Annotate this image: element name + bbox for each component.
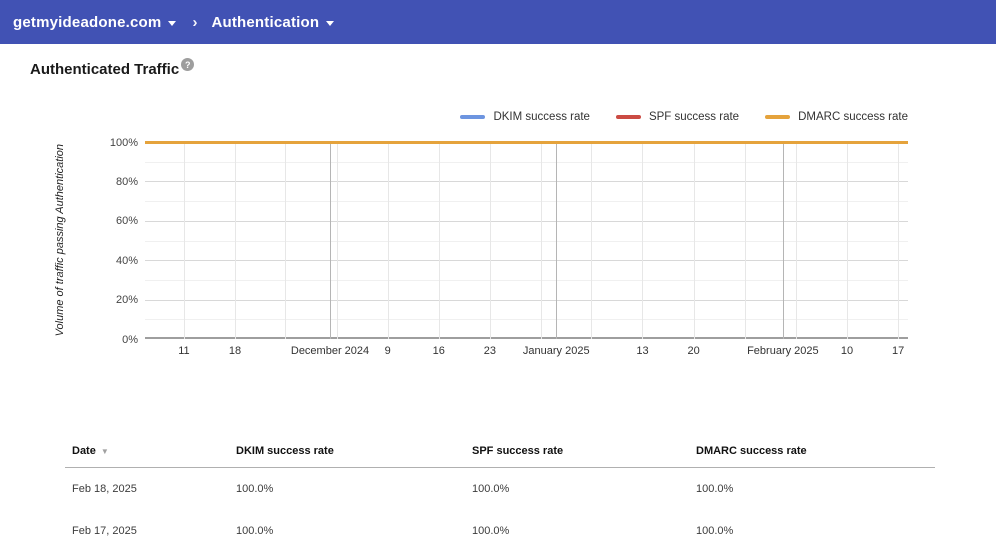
table-header: Date ▼ DKIM success rate SPF success rate DM… (65, 436, 935, 468)
legend-item: DMARC success rate (765, 111, 908, 123)
major-gridline-h (145, 260, 908, 262)
x-tick-label: 18 (228, 345, 242, 357)
column-header-date[interactable]: Date ▼ (72, 445, 236, 457)
weekly-gridline-v (693, 142, 695, 339)
column-header-spf: SPF success rate (472, 445, 696, 457)
data-table: Date ▼ DKIM success rate SPF success rate DM… (65, 436, 935, 550)
series-line-dmarc (145, 140, 908, 144)
x-tick-label: 9 (384, 345, 391, 357)
weekly-gridline-v (235, 142, 237, 339)
minor-gridline-h (145, 201, 908, 203)
minor-gridline-h (145, 161, 908, 163)
table-cell-date: Feb 17, 2025 (72, 525, 137, 537)
table-body: Feb 18, 2025 100.0% 100.0% 100.0% Feb 17, 20… (65, 468, 935, 550)
plot-area (145, 140, 908, 339)
major-gridline-h (145, 181, 908, 183)
column-header-dkim: DKIM success rate (236, 445, 472, 457)
y-tick-label: 60% (115, 215, 138, 228)
y-axis-labels: 100% 80% 60% 40% 20% 0% (0, 137, 138, 346)
weekly-gridline-v (387, 142, 389, 339)
table-cell-value: 100.0% (236, 525, 274, 537)
minor-gridline-h (145, 240, 908, 242)
table-cell-value: 100.0% (472, 525, 510, 537)
column-header-label: SPF success rate (472, 445, 564, 457)
major-gridline-h (145, 299, 908, 301)
weekly-gridline-v (336, 142, 338, 339)
section-selector-label: Authentication (211, 13, 320, 31)
table-cell-date: Feb 18, 2025 (72, 483, 137, 495)
table-cell-value: 100.0% (696, 483, 734, 495)
table-cell-value: 100.0% (236, 483, 274, 495)
x-tick-label: 11 (178, 345, 190, 357)
table-cell-value: 100.0% (472, 483, 510, 495)
breadcrumb-chevron-icon: › (192, 13, 198, 31)
y-tick-label: 0% (122, 333, 138, 346)
x-tick-label: December 2024 (290, 345, 370, 357)
major-gridline-h (145, 220, 908, 222)
weekly-gridline-v (591, 142, 593, 339)
legend-swatch (765, 115, 791, 119)
weekly-gridline-v (540, 142, 542, 339)
x-tick-label: 20 (687, 345, 700, 357)
dropdown-caret-icon (326, 20, 335, 26)
weekly-gridline-v (183, 142, 185, 339)
table-cell-value: 100.0% (696, 525, 734, 537)
weekly-gridline-v (642, 142, 644, 339)
x-tick-label: 16 (432, 345, 445, 357)
y-tick-label: 20% (115, 294, 138, 307)
weekly-gridline-v (285, 142, 287, 339)
y-tick-label: 100% (109, 136, 138, 149)
chart-legend: DKIM success rate SPF success rate DMARC s… (145, 111, 908, 123)
domain-selector-label: getmyideadone.com (13, 13, 162, 31)
x-axis-baseline (145, 337, 908, 339)
x-tick-label: February 2025 (747, 345, 819, 357)
topbar: getmyideadone.com › Authentication (0, 0, 996, 44)
column-header-label: DKIM success rate (236, 445, 334, 457)
section-selector-dropdown[interactable]: Authentication (211, 13, 335, 31)
page-title-row: Authenticated Traffic ? (30, 58, 195, 78)
minor-gridline-h (145, 279, 908, 281)
legend-swatch (615, 115, 641, 119)
legend-item: DKIM success rate (460, 111, 590, 123)
legend-label: DKIM success rate (493, 111, 590, 123)
help-icon[interactable]: ? (181, 58, 195, 71)
domain-selector-dropdown[interactable]: getmyideadone.com (13, 13, 177, 31)
month-gridline-v (556, 142, 558, 339)
weekly-gridline-v (744, 142, 746, 339)
column-header-dmarc: DMARC success rate (696, 445, 935, 457)
column-header-label: Date (72, 445, 96, 457)
minor-gridline-h (145, 319, 908, 321)
month-gridline-v (330, 142, 332, 339)
page-title: Authenticated Traffic (30, 61, 180, 78)
table-row: Feb 17, 2025 100.0% 100.0% 100.0% (65, 510, 935, 550)
x-tick-label: January 2025 (522, 345, 590, 357)
x-axis-labels: 11 18 9 16 23 13 20 10 17 December 2024 January 20… (145, 345, 908, 359)
legend-label: DMARC success rate (798, 111, 908, 123)
x-tick-label: 13 (636, 345, 649, 357)
x-tick-label: 23 (483, 345, 496, 357)
column-header-label: DMARC success rate (696, 445, 807, 457)
weekly-gridline-v (489, 142, 491, 339)
sort-descending-icon: ▼ (100, 446, 109, 456)
x-tick-label: 17 (891, 345, 905, 357)
legend-label: SPF success rate (648, 111, 740, 123)
y-tick-label: 40% (115, 254, 138, 267)
table-row: Feb 18, 2025 100.0% 100.0% 100.0% (65, 468, 935, 510)
month-gridline-v (782, 142, 784, 339)
weekly-gridline-v (846, 142, 848, 339)
legend-swatch (460, 115, 486, 119)
weekly-gridline-v (898, 142, 900, 339)
legend-item: SPF success rate (615, 111, 740, 123)
y-tick-label: 80% (115, 175, 138, 188)
weekly-gridline-v (795, 142, 797, 339)
x-tick-label: 10 (840, 345, 854, 357)
dropdown-caret-icon (168, 20, 177, 26)
weekly-gridline-v (438, 142, 440, 339)
